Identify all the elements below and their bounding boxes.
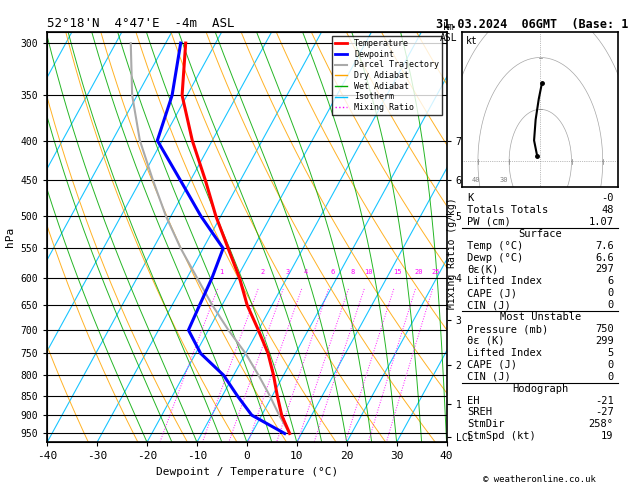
Text: 10: 10 <box>364 269 372 276</box>
Text: 15: 15 <box>393 269 401 276</box>
Text: θε(K): θε(K) <box>467 264 498 275</box>
Text: Pressure (mb): Pressure (mb) <box>467 324 548 334</box>
Text: 25: 25 <box>431 269 440 276</box>
Text: 3: 3 <box>285 269 289 276</box>
Text: 0: 0 <box>608 288 614 298</box>
Text: 5: 5 <box>608 348 614 358</box>
Text: 31.03.2024  06GMT  (Base: 12): 31.03.2024 06GMT (Base: 12) <box>436 18 629 31</box>
Text: -27: -27 <box>595 407 614 417</box>
Text: 52°18'N  4°47'E  -4m  ASL: 52°18'N 4°47'E -4m ASL <box>47 17 235 31</box>
Text: kt: kt <box>465 36 477 46</box>
Text: 0: 0 <box>608 360 614 370</box>
Text: 0: 0 <box>608 300 614 310</box>
Text: 6: 6 <box>330 269 335 276</box>
Text: Surface: Surface <box>518 229 562 239</box>
Text: © weatheronline.co.uk: © weatheronline.co.uk <box>482 474 596 484</box>
Text: 40: 40 <box>472 177 480 183</box>
Text: 2: 2 <box>260 269 264 276</box>
Text: 297: 297 <box>595 264 614 275</box>
Text: StmSpd (kt): StmSpd (kt) <box>467 431 536 441</box>
Text: 8: 8 <box>350 269 354 276</box>
Text: Mixing Ratio (g/kg): Mixing Ratio (g/kg) <box>447 197 457 309</box>
Text: Lifted Index: Lifted Index <box>467 348 542 358</box>
Text: EH: EH <box>467 396 479 405</box>
Y-axis label: hPa: hPa <box>5 227 15 247</box>
Text: 1.07: 1.07 <box>589 217 614 227</box>
Text: StmDir: StmDir <box>467 419 504 430</box>
Text: 258°: 258° <box>589 419 614 430</box>
Text: 1: 1 <box>220 269 224 276</box>
Text: 20: 20 <box>415 269 423 276</box>
Text: 0: 0 <box>608 372 614 382</box>
Text: Hodograph: Hodograph <box>512 383 569 394</box>
Text: θε (K): θε (K) <box>467 336 504 346</box>
Text: -0: -0 <box>601 193 614 203</box>
Text: K: K <box>467 193 473 203</box>
Text: PW (cm): PW (cm) <box>467 217 511 227</box>
Text: 6: 6 <box>608 277 614 286</box>
Text: 48: 48 <box>601 205 614 215</box>
Text: SREH: SREH <box>467 407 492 417</box>
Text: 19: 19 <box>601 431 614 441</box>
Text: Temp (°C): Temp (°C) <box>467 241 523 251</box>
Text: 30: 30 <box>500 177 508 183</box>
Text: Totals Totals: Totals Totals <box>467 205 548 215</box>
Legend: Temperature, Dewpoint, Parcel Trajectory, Dry Adiabat, Wet Adiabat, Isotherm, Mi: Temperature, Dewpoint, Parcel Trajectory… <box>331 36 442 115</box>
Text: CIN (J): CIN (J) <box>467 372 511 382</box>
Text: Dewp (°C): Dewp (°C) <box>467 253 523 262</box>
Text: 7.6: 7.6 <box>595 241 614 251</box>
Text: 750: 750 <box>595 324 614 334</box>
Text: 6.6: 6.6 <box>595 253 614 262</box>
Text: CIN (J): CIN (J) <box>467 300 511 310</box>
Text: 299: 299 <box>595 336 614 346</box>
Text: CAPE (J): CAPE (J) <box>467 360 517 370</box>
X-axis label: Dewpoint / Temperature (°C): Dewpoint / Temperature (°C) <box>156 467 338 477</box>
Text: CAPE (J): CAPE (J) <box>467 288 517 298</box>
Text: Most Unstable: Most Unstable <box>499 312 581 322</box>
Text: -21: -21 <box>595 396 614 405</box>
Text: 4: 4 <box>303 269 308 276</box>
Text: Lifted Index: Lifted Index <box>467 277 542 286</box>
Text: km
ASL: km ASL <box>440 22 457 43</box>
